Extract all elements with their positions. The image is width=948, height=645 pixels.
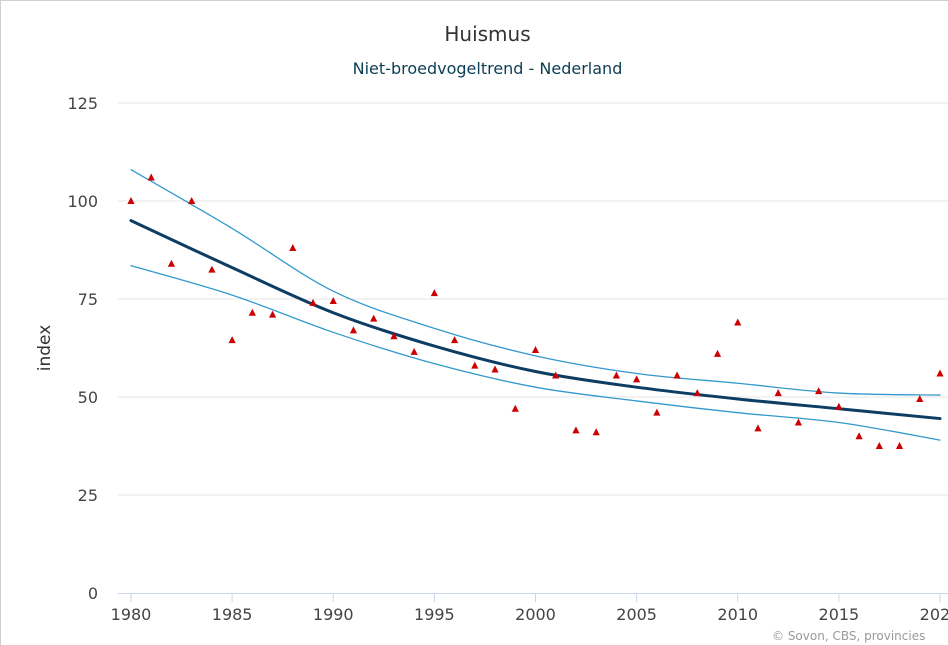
observed-point-2018[interactable] [895, 442, 904, 449]
y-tick-label: 100 [67, 192, 98, 211]
y-tick-label: 0 [88, 584, 98, 603]
y-tick-label: 75 [78, 290, 98, 309]
x-tick-label: 1980 [111, 605, 152, 624]
observed-point-2008[interactable] [693, 389, 701, 397]
observed-point-2004[interactable] [612, 371, 620, 379]
observed-point-1985[interactable] [228, 336, 236, 344]
observed-point-1997[interactable] [471, 361, 479, 369]
observed-point-2019[interactable] [916, 394, 924, 402]
grid-lines [118, 102, 948, 496]
observed-point-1990[interactable] [329, 296, 337, 304]
observed-point-1996[interactable] [451, 336, 459, 344]
observed-point-1993[interactable] [390, 332, 398, 340]
lower-confidence-line [130, 265, 941, 441]
observed-point-1991[interactable] [349, 326, 358, 334]
x-tick-label: 1995 [414, 605, 455, 624]
observed-point-1988[interactable] [289, 244, 297, 252]
observed-point-1995[interactable] [430, 289, 438, 297]
observed-point-2015[interactable] [835, 402, 843, 410]
x-tick-label: 2010 [717, 605, 758, 624]
observed-point-2000[interactable] [531, 345, 540, 353]
observed-point-1999[interactable] [511, 404, 519, 412]
y-tick-label: 25 [78, 486, 98, 505]
x-tick-label: 1985 [212, 605, 253, 624]
observed-point-2017[interactable] [875, 442, 883, 449]
observed-point-2020[interactable] [936, 369, 944, 377]
observed-point-2013[interactable] [794, 418, 803, 426]
observed-point-1984[interactable] [208, 265, 216, 273]
x-tick-label: 1990 [313, 605, 354, 624]
observed-point-2001[interactable] [552, 371, 560, 379]
observed-point-2003[interactable] [592, 428, 600, 436]
x-tick-label: 2020 [920, 605, 948, 624]
trend-line [129, 219, 942, 421]
observed-point-1989[interactable] [309, 298, 317, 306]
chart-subtitle: Niet-broedvogeltrend - Nederland [352, 59, 623, 78]
x-axis-tick-labels: 1980 1985 1990 1995 2000 2005 2010 2015 2020 [111, 593, 948, 624]
y-axis-tick-labels: 0 25 50 75 100 125 [67, 94, 98, 603]
x-tick-label: 2000 [515, 605, 556, 624]
observed-point-2006[interactable] [653, 408, 661, 416]
observed-point-1992[interactable] [370, 314, 378, 322]
observed-point-2014[interactable] [815, 387, 823, 395]
observed-point-2005[interactable] [633, 375, 641, 383]
observed-point-2011[interactable] [754, 424, 762, 432]
observed-point-1987[interactable] [268, 310, 277, 318]
observed-point-1983[interactable] [188, 197, 196, 204]
observed-point-2010[interactable] [734, 318, 742, 326]
observed-point-2007[interactable] [673, 371, 681, 379]
y-axis-label: index [35, 325, 55, 372]
y-tick-label: 50 [78, 388, 98, 407]
y-tick-label: 125 [67, 94, 98, 113]
observed-point-1980[interactable] [127, 197, 135, 204]
observed-point-1986[interactable] [248, 308, 256, 316]
observed-point-2016[interactable] [855, 432, 863, 440]
observed-point-1994[interactable] [410, 347, 418, 355]
observed-point-1998[interactable] [491, 365, 499, 373]
series-lines [129, 168, 942, 441]
observed-points[interactable] [127, 173, 944, 449]
observed-point-2012[interactable] [774, 389, 782, 397]
x-tick-label: 2005 [616, 605, 657, 624]
observed-point-1982[interactable] [167, 259, 176, 267]
observed-point-2002[interactable] [572, 426, 580, 434]
chart-title: Huismus [444, 22, 531, 46]
chart-credits[interactable]: © Sovon, CBS, provincies [772, 629, 926, 643]
observed-point-2009[interactable] [713, 349, 722, 357]
x-tick-label: 2015 [819, 605, 860, 624]
observed-point-1981[interactable] [147, 173, 155, 181]
upper-confidence-line [130, 168, 941, 396]
